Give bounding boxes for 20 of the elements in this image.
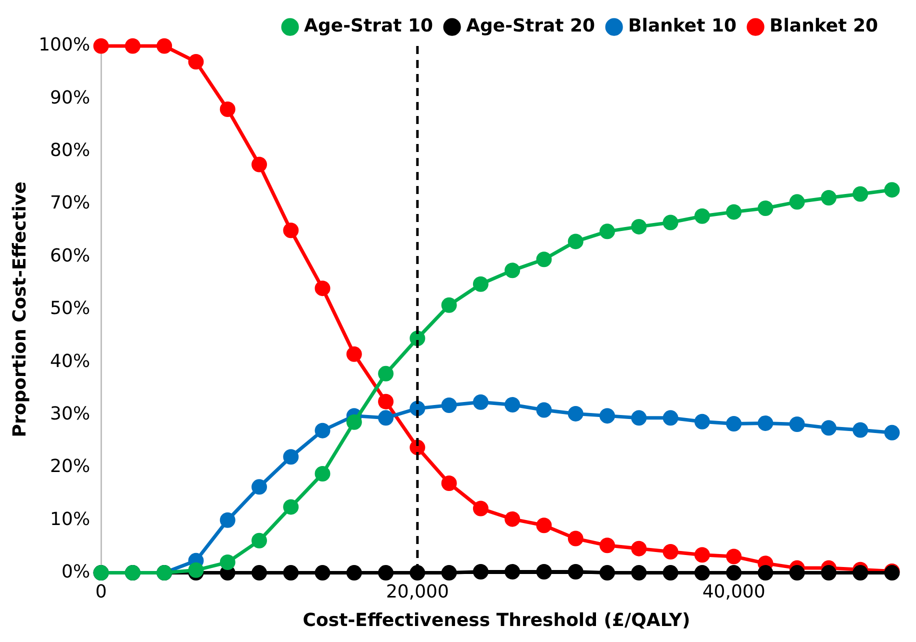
- x-tick-label: 20,000: [386, 581, 449, 602]
- y-axis-title: Proportion Cost-Effective: [9, 182, 30, 438]
- y-tick-label: 40%: [50, 350, 90, 372]
- y-tick-label: 20%: [50, 456, 90, 478]
- legend-label: Blanket 20: [770, 16, 878, 37]
- y-tick-label: 100%: [38, 34, 90, 56]
- legend-label: Age-Strat 10: [304, 16, 434, 37]
- y-tick-label: 80%: [50, 140, 90, 162]
- y-tick-label: 50%: [50, 298, 90, 320]
- y-tick-label: 70%: [50, 192, 90, 214]
- x-axis-title: Cost-Effectiveness Threshold (£/QALY): [302, 610, 690, 631]
- x-tick-label: 0: [95, 581, 107, 602]
- y-tick-label: 30%: [50, 403, 90, 424]
- y-tick-label: 90%: [50, 87, 90, 108]
- x-tick-label: 40,000: [702, 581, 766, 602]
- legend-label: Blanket 10: [628, 16, 737, 37]
- y-tick-label: 10%: [50, 508, 90, 530]
- y-tick-label: 0%: [61, 561, 90, 582]
- y-tick-label: 60%: [50, 245, 90, 266]
- legend-label: Age-Strat 20: [466, 16, 596, 37]
